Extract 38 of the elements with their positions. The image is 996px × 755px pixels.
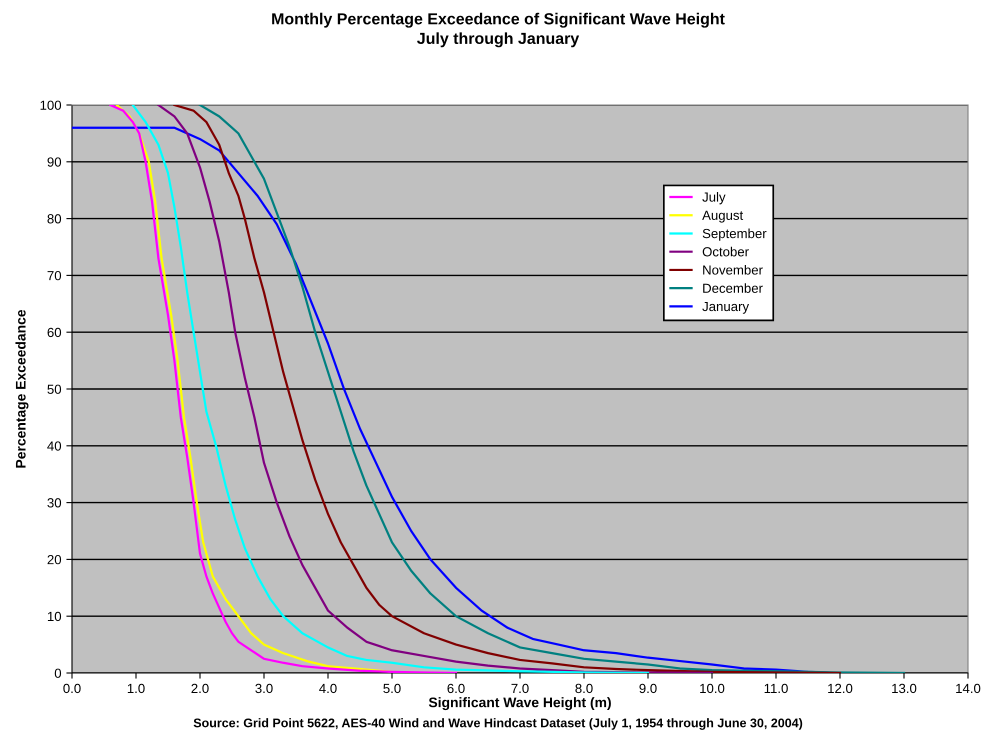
y-tick-label: 90	[48, 157, 62, 167]
x-tick-label: 0.0	[63, 684, 81, 694]
chart-title: Monthly Percentage Exceedance of Significant Wave Height July through January	[272, 12, 725, 48]
x-tick-label: 12.0	[828, 684, 852, 694]
x-axis-title: Significant Wave Height (m)	[428, 697, 611, 710]
x-tick-label: 8.0	[575, 684, 593, 694]
x-tick-label: 14.0	[956, 684, 980, 694]
legend-label: September	[702, 228, 766, 241]
x-tick-label: 3.0	[255, 684, 273, 694]
legend-label: January	[702, 302, 750, 314]
legend-label: August	[702, 210, 744, 223]
legend-label: November	[703, 264, 763, 275]
line-series	[132, 105, 650, 673]
x-tick-label: 13.0	[892, 684, 916, 694]
x-tick-label: 4.0	[319, 684, 337, 694]
y-tick-label: 70	[48, 270, 62, 280]
legend-label: October	[702, 246, 749, 256]
x-tick-label: 10.0	[700, 684, 724, 694]
y-tick-label: 30	[47, 498, 62, 508]
x-tick-label: 11.0	[764, 684, 788, 694]
x-tick-label: 2.0	[191, 684, 209, 694]
y-tick-label: 100	[40, 100, 62, 110]
y-tick-label: 10	[48, 612, 62, 622]
y-axis-title: Percentage Exceedance	[15, 310, 28, 468]
x-tick-label: 7.0	[512, 684, 529, 694]
x-tick-label: 1.0	[128, 684, 145, 694]
source-note: Source: Grid Point 5622, AES-40 Wind and Wave Hindcast Dataset (July 1, 1954 through June 30, 2004)	[194, 718, 802, 730]
y-tick-label: 80	[47, 214, 62, 224]
x-tick-label: 6.0	[448, 684, 465, 694]
y-tick-label: 40	[47, 441, 62, 451]
y-tick-label: 60	[48, 328, 62, 338]
legend-label: December	[703, 283, 763, 293]
y-tick-label: 20	[48, 554, 62, 564]
x-tick-label: 9.0	[639, 684, 657, 694]
y-tick-label: 50	[47, 384, 62, 394]
y-tick-label: 0	[54, 668, 62, 678]
x-tick-label: 5.0	[383, 684, 401, 694]
legend-label: July	[702, 192, 726, 204]
